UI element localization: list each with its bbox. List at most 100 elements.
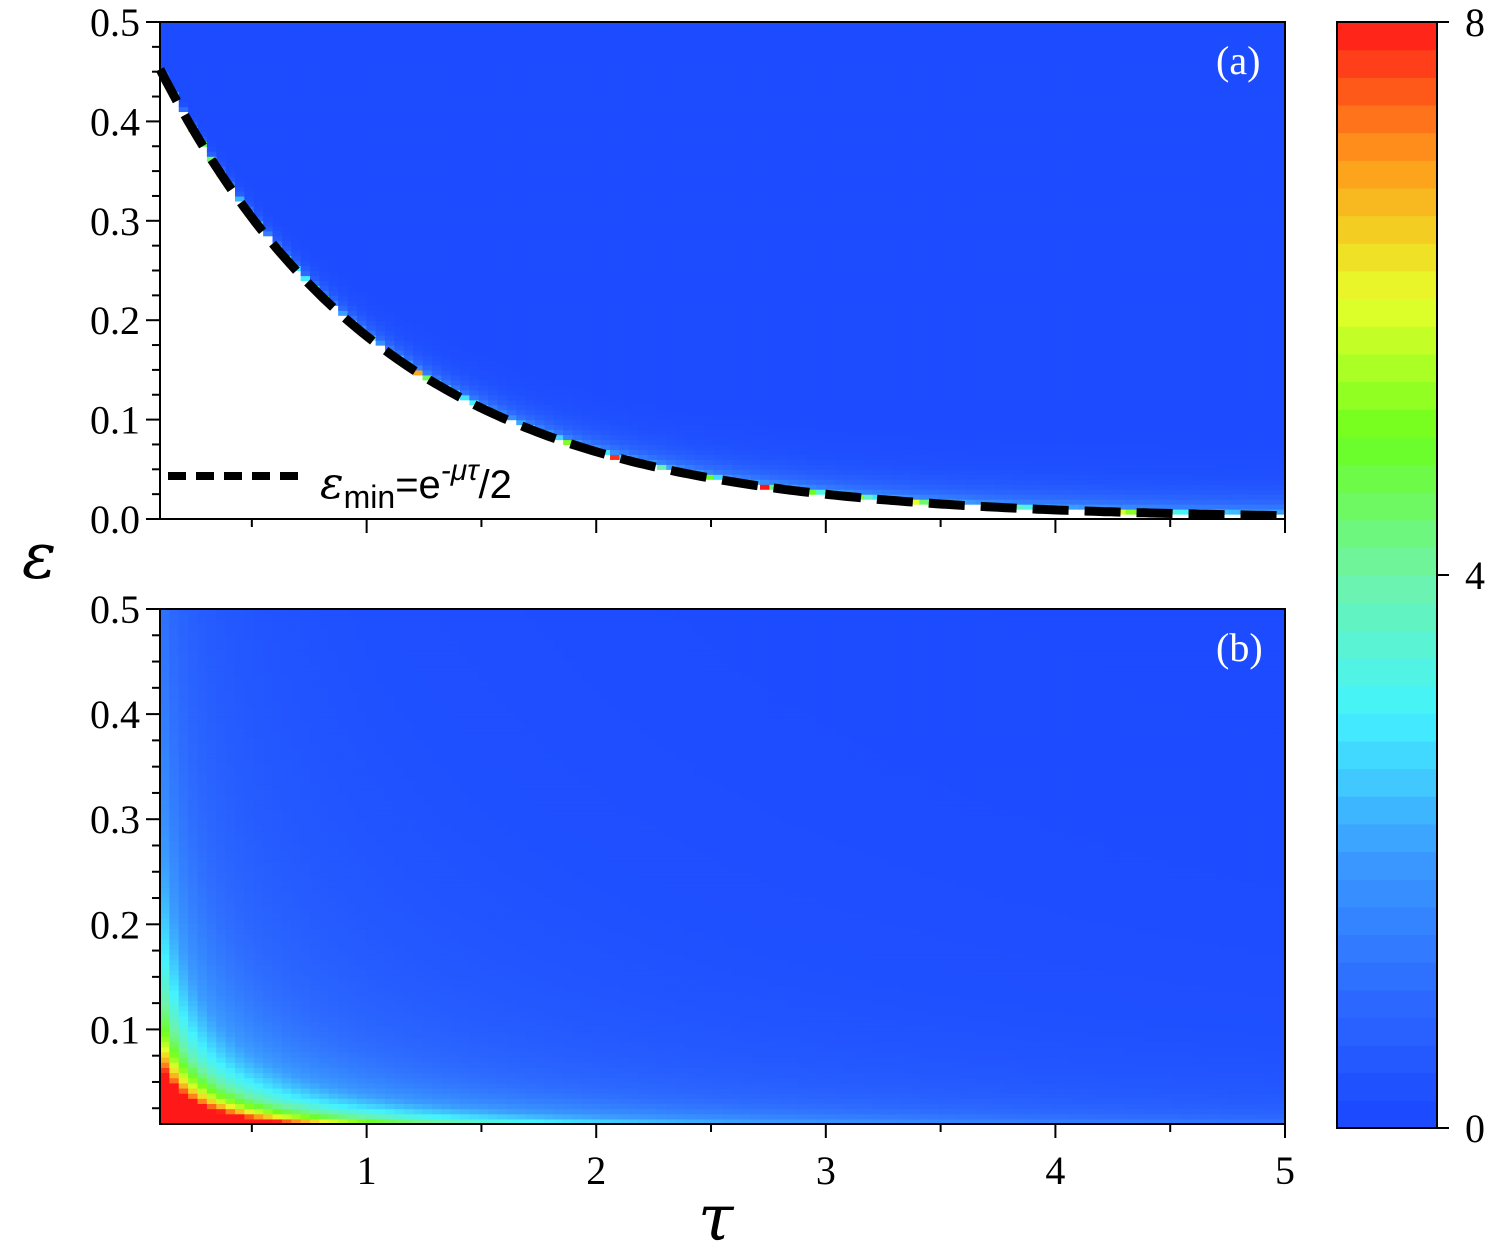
panel-a-cell xyxy=(553,96,564,103)
panel-a-cell xyxy=(403,290,414,296)
panel-a-cell xyxy=(450,200,461,207)
panel-a-cell xyxy=(666,379,677,386)
panel-a-cell xyxy=(403,300,414,306)
panel-a-cell xyxy=(750,26,761,33)
panel-a-cell xyxy=(600,280,611,287)
panel-a-cell xyxy=(206,96,217,103)
panel-a-cell xyxy=(675,146,686,152)
panel-a-cell xyxy=(816,166,827,172)
panel-a-cell xyxy=(581,404,592,411)
panel-a-cell xyxy=(516,225,527,232)
panel-a-cell xyxy=(253,200,264,207)
panel-a-cell xyxy=(338,71,349,78)
panel-a-cell xyxy=(403,106,414,113)
panel-a-cell xyxy=(516,379,527,386)
panel-a-cell xyxy=(310,136,320,142)
panel-a-cell xyxy=(460,106,470,113)
panel-a-cell xyxy=(431,41,442,48)
panel-a-cell xyxy=(516,364,527,371)
panel-a-cell xyxy=(788,51,799,58)
panel-a-cell xyxy=(525,106,536,113)
panel-a-cell xyxy=(356,270,367,277)
panel-a-cell xyxy=(750,101,761,108)
panel-a-cell xyxy=(760,300,770,306)
panel-a-cell xyxy=(675,399,686,406)
panel-a-cell xyxy=(553,389,564,396)
panel-a-cell xyxy=(253,111,264,118)
panel-a-cell xyxy=(806,161,817,167)
panel-a-cell xyxy=(619,195,630,202)
panel-a-cell xyxy=(591,424,602,431)
panel-a-cell xyxy=(291,76,302,83)
panel-a-cell xyxy=(216,106,227,113)
panel-a-cell xyxy=(685,126,695,132)
panel-a-cell xyxy=(760,126,770,132)
panel-a-cell xyxy=(478,181,489,187)
panel-a-cell xyxy=(722,399,733,406)
panel-a-cell xyxy=(600,166,611,172)
panel-a-cell xyxy=(506,101,517,108)
panel-a-cell xyxy=(385,171,395,177)
panel-a-cell xyxy=(385,280,395,287)
panel-a-cell xyxy=(235,116,245,122)
panel-a-cell xyxy=(375,116,386,122)
panel-a-cell xyxy=(450,51,461,58)
panel-a-cell xyxy=(713,434,724,441)
panel-a-cell xyxy=(413,61,424,68)
panel-a-cell xyxy=(685,404,695,411)
panel-a-cell xyxy=(778,444,789,451)
panel-a-cell xyxy=(722,345,733,351)
panel-a-cell xyxy=(563,146,574,152)
panel-a-cell xyxy=(263,220,274,227)
panel-a-cell xyxy=(413,340,424,346)
panel-a-cell xyxy=(581,335,592,341)
panel-a-cell xyxy=(347,200,358,207)
panel-a-cell xyxy=(685,335,695,341)
panel-a-cell xyxy=(478,166,489,172)
panel-a-cell xyxy=(638,374,649,381)
panel-a-cell xyxy=(328,136,339,142)
panel-a-cell xyxy=(628,389,639,396)
panel-a-cell xyxy=(460,205,470,212)
panel-a-cell xyxy=(535,181,545,187)
panel-a-cell xyxy=(553,295,564,301)
panel-a-cell xyxy=(394,345,405,351)
panel-a-cell xyxy=(563,186,574,192)
panel-a-cell xyxy=(628,91,639,98)
panel-a-cell xyxy=(478,190,489,197)
panel-a-cell xyxy=(478,131,489,137)
panel-a-cell xyxy=(666,116,677,122)
panel-a-cell xyxy=(356,300,367,306)
panel-a-cell xyxy=(169,61,180,68)
panel-a-cell xyxy=(713,320,724,326)
panel-a-cell xyxy=(741,255,752,262)
panel-a-cell xyxy=(431,215,442,222)
panel-a-cell xyxy=(253,146,264,152)
panel-a-cell xyxy=(478,295,489,301)
panel-a-cell xyxy=(403,325,414,331)
panel-a-cell xyxy=(572,141,583,147)
panel-a-cell xyxy=(319,210,330,217)
panel-a-cell xyxy=(394,310,405,316)
panel-a-cell xyxy=(291,171,302,177)
panel-a-cell xyxy=(703,444,714,451)
panel-a-cell xyxy=(497,280,508,287)
panel-a-cell xyxy=(506,379,517,386)
panel-a-cell xyxy=(816,354,827,361)
panel-a-cell xyxy=(272,215,283,222)
panel-a-cell xyxy=(769,181,780,187)
panel-a-heatmap xyxy=(160,22,1285,515)
panel-a-cell xyxy=(741,166,752,172)
panel-a-cell xyxy=(281,31,292,38)
panel-a-cell xyxy=(375,126,386,132)
panel-a-cell xyxy=(291,146,302,152)
panel-a-cell xyxy=(441,36,452,43)
panel-a-cell xyxy=(647,290,658,296)
panel-a-cell xyxy=(422,71,433,78)
panel-a-cell xyxy=(778,245,789,252)
panel-a-cell xyxy=(206,91,217,98)
panel-a-cell xyxy=(347,280,358,287)
panel-a-cell xyxy=(769,429,780,436)
panel-a-cell xyxy=(263,96,274,103)
panel-a-cell xyxy=(403,255,414,262)
